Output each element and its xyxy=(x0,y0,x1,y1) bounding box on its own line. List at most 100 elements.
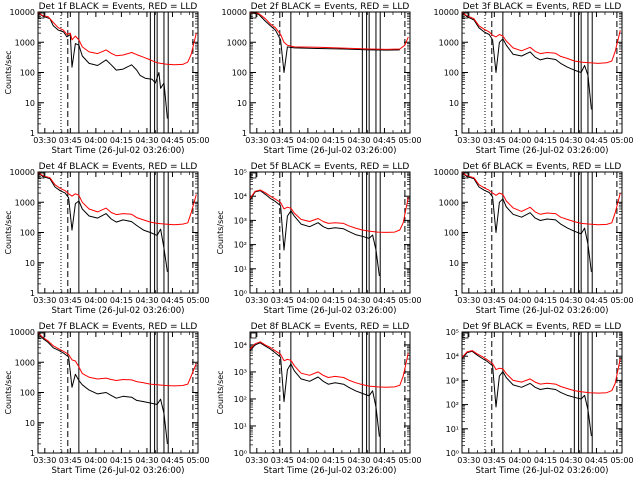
x-tick-label: 03:30 xyxy=(245,456,268,465)
series-events xyxy=(37,172,168,272)
x-tick-label: 03:30 xyxy=(33,296,56,305)
panel-det-8: Det 8f BLACK = Events, RED = LLD 10⁰ 10¹ 10… xyxy=(216,322,422,476)
series-events xyxy=(37,12,168,119)
x-tick-label: 04:30 xyxy=(135,136,158,145)
y-tick-label: 10000 xyxy=(10,8,35,17)
y-tick-label: 10¹ xyxy=(234,422,247,431)
y-tick-label: 10⁵ xyxy=(234,168,247,177)
y-tick-label: 10000 xyxy=(10,168,35,177)
x-tick-label: 04:00 xyxy=(84,456,107,465)
panel-title: Det 6f BLACK = Events, RED = LLD xyxy=(463,162,622,172)
y-axis-label: Counts/sec xyxy=(4,50,13,94)
series-events xyxy=(249,342,380,437)
x-tick-label: 03:45 xyxy=(271,456,294,465)
x-tick-label: 03:30 xyxy=(457,136,480,145)
x-tick-label: 03:45 xyxy=(59,136,82,145)
y-tick-label: 1000 xyxy=(439,38,459,47)
series-events xyxy=(461,350,592,437)
x-tick-label: 04:15 xyxy=(322,296,345,305)
x-tick-label: 05:00 xyxy=(398,296,421,305)
y-tick-label: 100 xyxy=(20,69,35,78)
x-axis-label: Start Time (26-Jul-02 03:26:00) xyxy=(476,146,609,156)
panel-det-2: Det 2f BLACK = Events, RED = LLD 1 10 100 10… xyxy=(222,2,422,156)
y-tick-label: 10 xyxy=(237,99,247,108)
x-tick-label: 04:15 xyxy=(110,296,133,305)
y-tick-label: 10⁴ xyxy=(234,341,247,350)
corner-flag-marker xyxy=(462,12,469,19)
series-lld xyxy=(461,350,621,394)
y-tick-label: 10² xyxy=(234,395,247,404)
y-tick-label: 10000 xyxy=(434,168,459,177)
x-tick-label: 05:00 xyxy=(610,296,633,305)
x-tick-label: 03:45 xyxy=(483,456,506,465)
x-tick-label: 04:00 xyxy=(508,296,531,305)
panel-title: Det 8f BLACK = Events, RED = LLD xyxy=(251,322,410,332)
panel-det-6: Det 6f BLACK = Events, RED = LLD 1 10 100 10… xyxy=(434,162,634,316)
x-tick-label: 04:45 xyxy=(373,296,396,305)
series-lld xyxy=(461,172,621,226)
y-tick-label: 1000 xyxy=(227,38,247,47)
x-tick-label: 04:30 xyxy=(559,456,582,465)
x-tick-label: 04:00 xyxy=(296,456,319,465)
y-tick-label: 100 xyxy=(444,69,459,78)
y-tick-label: 1 xyxy=(454,129,459,138)
x-tick-label: 05:00 xyxy=(186,296,209,305)
panel-title: Det 5f BLACK = Events, RED = LLD xyxy=(251,162,410,172)
x-tick-label: 04:15 xyxy=(110,456,133,465)
y-tick-label: 10⁴ xyxy=(234,192,247,201)
x-axis-label: Start Time (26-Jul-02 03:26:00) xyxy=(476,306,609,316)
series-lld xyxy=(249,12,409,50)
corner-flag-marker xyxy=(38,172,45,179)
y-tick-label: 1 xyxy=(242,129,247,138)
y-tick-label: 10 xyxy=(449,99,459,108)
y-tick-label: 10 xyxy=(449,259,459,268)
x-axis-label: Start Time (26-Jul-02 03:26:00) xyxy=(264,466,397,476)
x-tick-label: 04:45 xyxy=(585,296,608,305)
y-tick-label: 10¹ xyxy=(234,265,247,274)
y-tick-label: 1 xyxy=(30,289,35,298)
panel-title: Det 4f BLACK = Events, RED = LLD xyxy=(39,162,198,172)
x-tick-label: 04:45 xyxy=(585,456,608,465)
x-tick-label: 03:30 xyxy=(457,296,480,305)
x-axis-label: Start Time (26-Jul-02 03:26:00) xyxy=(264,146,397,156)
corner-flag-marker xyxy=(462,332,469,339)
panel-title: Det 3f BLACK = Events, RED = LLD xyxy=(463,2,622,12)
panel-title: Det 2f BLACK = Events, RED = LLD xyxy=(251,2,410,12)
x-tick-label: 04:45 xyxy=(161,136,184,145)
series-lld xyxy=(37,172,197,226)
x-tick-label: 04:15 xyxy=(322,456,345,465)
y-tick-label: 1000 xyxy=(15,38,35,47)
x-tick-label: 05:00 xyxy=(398,456,421,465)
y-tick-label: 1000 xyxy=(15,358,35,367)
y-tick-label: 100 xyxy=(444,229,459,238)
x-tick-label: 04:30 xyxy=(559,136,582,145)
corner-flag-marker xyxy=(38,332,45,339)
panel-det-5: Det 5f BLACK = Events, RED = LLD 10⁰ 10¹ 10… xyxy=(216,162,422,316)
x-tick-label: 04:00 xyxy=(508,136,531,145)
y-tick-label: 10³ xyxy=(234,216,247,225)
x-tick-label: 04:15 xyxy=(110,136,133,145)
x-tick-label: 04:00 xyxy=(84,296,107,305)
y-tick-label: 10¹ xyxy=(446,425,459,434)
panel-title: Det 9f BLACK = Events, RED = LLD xyxy=(463,322,622,332)
x-tick-label: 05:00 xyxy=(186,136,209,145)
y-tick-label: 10² xyxy=(446,401,459,410)
x-tick-label: 03:30 xyxy=(33,136,56,145)
y-tick-label: 1000 xyxy=(439,198,459,207)
corner-flag-marker xyxy=(250,12,257,19)
panel-det-7: Det 7f BLACK = Events, RED = LLD 1 10 100 10… xyxy=(4,322,210,476)
plot-frame xyxy=(249,331,411,454)
x-tick-label: 04:45 xyxy=(161,296,184,305)
x-axis-label: Start Time (26-Jul-02 03:26:00) xyxy=(52,306,185,316)
y-axis-label: Counts/sec xyxy=(4,210,13,254)
x-tick-label: 04:30 xyxy=(347,136,370,145)
x-tick-label: 03:30 xyxy=(457,456,480,465)
corner-flag-marker xyxy=(462,172,469,179)
panel-title: Det 1f BLACK = Events, RED = LLD xyxy=(39,2,198,12)
x-tick-label: 05:00 xyxy=(398,136,421,145)
series-lld xyxy=(249,189,409,233)
x-tick-label: 03:45 xyxy=(483,136,506,145)
y-tick-label: 10000 xyxy=(434,8,459,17)
x-tick-label: 04:00 xyxy=(296,296,319,305)
x-tick-label: 04:15 xyxy=(534,456,557,465)
